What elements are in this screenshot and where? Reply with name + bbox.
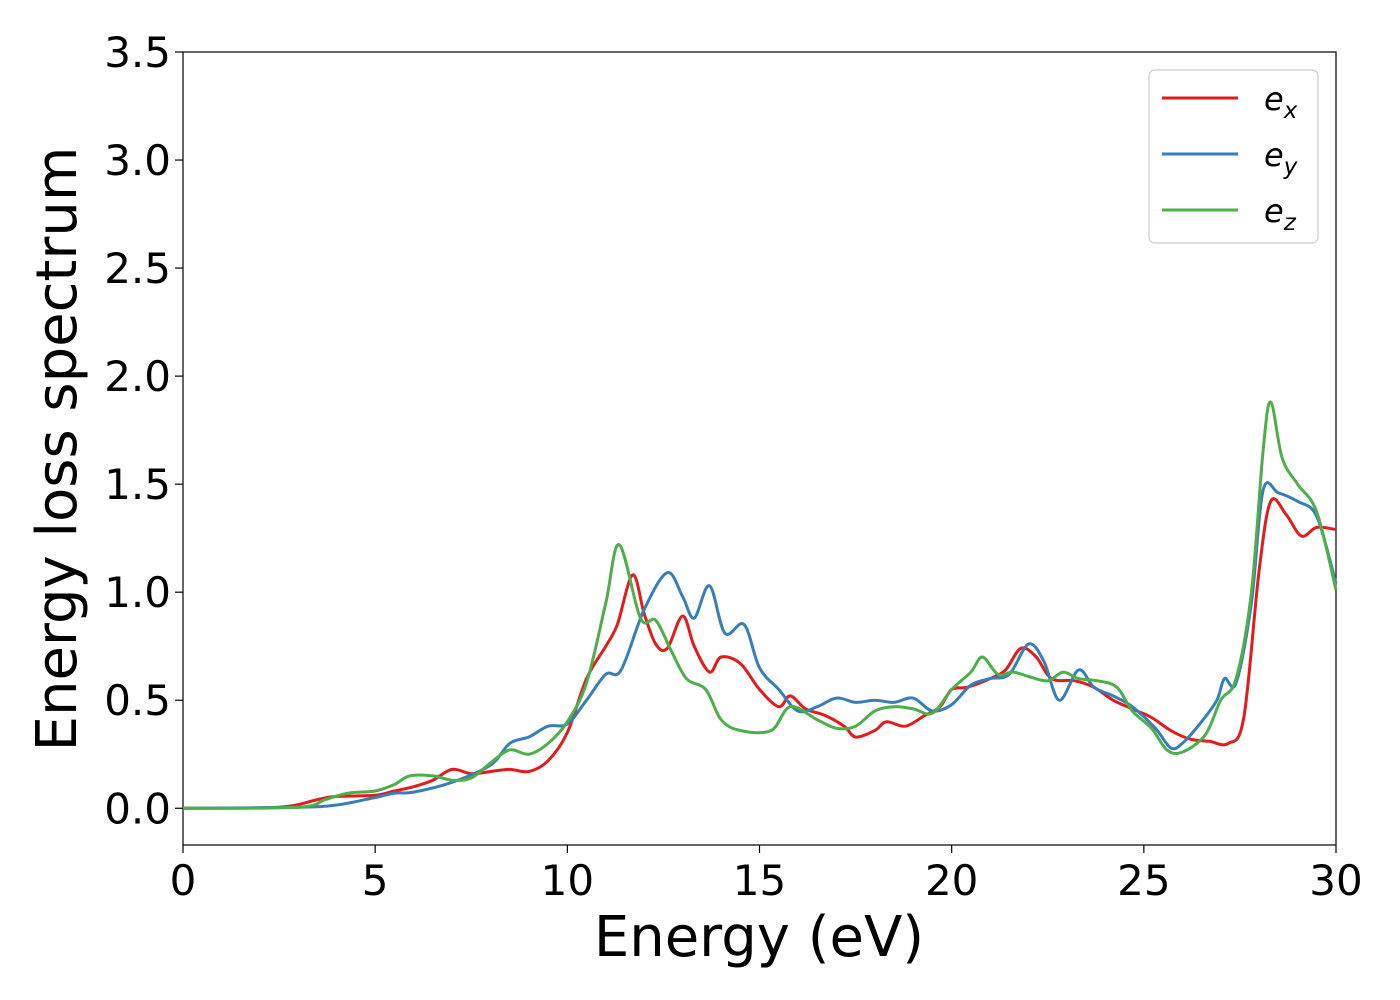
series-line-ez (182, 400, 1338, 810)
y-tick-label: 0.5 (104, 676, 171, 725)
legend-box (1148, 69, 1319, 244)
series-layer (182, 400, 1338, 810)
x-tick-label: 5 (362, 856, 389, 905)
y-axis: 0.0 0.5 1.0 1.5 2.0 2.5 3.0 3.5 (104, 28, 183, 833)
y-tick-label: 1.5 (104, 460, 171, 509)
y-tick-label: 0.0 (104, 784, 171, 833)
x-tick-label: 25 (1117, 856, 1170, 905)
x-tick-label: 20 (925, 856, 978, 905)
series-line-ey (182, 481, 1338, 810)
x-axis: 0 5 10 15 20 25 30 (170, 845, 1363, 905)
y-tick-label: 3.0 (104, 136, 171, 185)
series-line-ex (182, 497, 1337, 810)
x-tick-label: 0 (170, 856, 197, 905)
x-axis-title: Energy (eV) (594, 905, 924, 970)
y-tick-label: 3.5 (104, 28, 171, 77)
y-axis-title: Energy loss spectrum (25, 147, 90, 752)
x-tick-label: 10 (541, 856, 594, 905)
y-tick-label: 2.0 (104, 352, 171, 401)
x-tick-label: 15 (733, 856, 786, 905)
x-tick-label: 30 (1309, 856, 1362, 905)
legend-label-ex: ex (1264, 80, 1298, 124)
legend-label-ey: ey (1264, 136, 1298, 180)
y-tick-label: 1.0 (104, 568, 171, 617)
y-tick-label: 2.5 (104, 244, 171, 293)
